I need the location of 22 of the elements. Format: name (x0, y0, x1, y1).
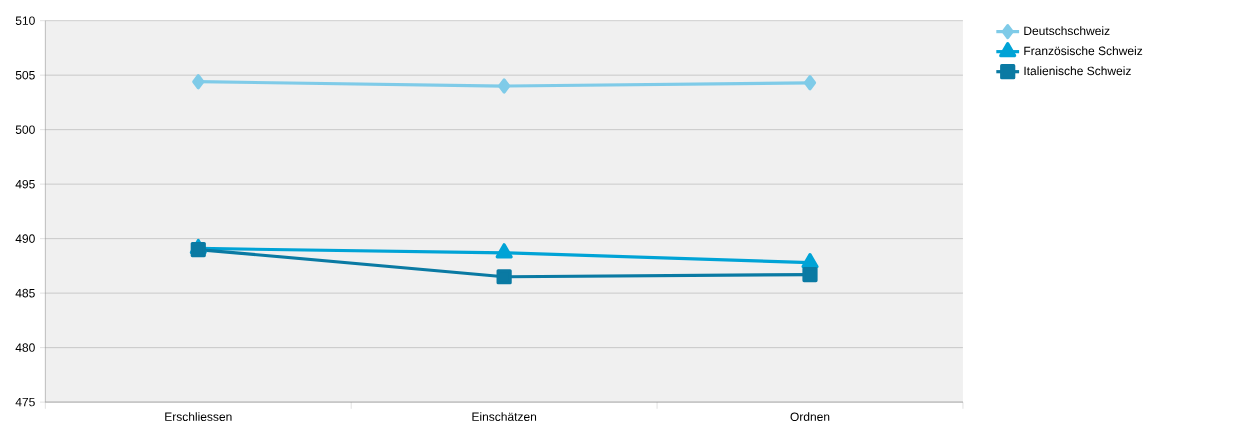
point (496, 269, 512, 285)
y-tick-label: 505 (15, 70, 35, 80)
y-tick-label: 490 (15, 234, 35, 243)
y-tick-label: 485 (15, 288, 35, 298)
legend-label: Deutschschweiz (1024, 26, 1110, 36)
point (498, 78, 511, 94)
point (192, 74, 205, 90)
point (802, 266, 818, 283)
point (495, 243, 513, 259)
legend-label: Französische Schweiz (1024, 46, 1143, 56)
y-tick-label: 510 (15, 16, 35, 25)
x-tick-label: Ordnen (790, 412, 830, 421)
y-tick-label: 480 (15, 343, 35, 352)
legend-label: Italienische Schweiz (1024, 66, 1131, 76)
y-tick-label: 475 (15, 397, 35, 407)
point (801, 252, 819, 269)
point (803, 75, 817, 91)
y-tick-label: 500 (15, 125, 35, 134)
x-tick-label: Erschliessen (165, 412, 232, 421)
y-tick-label: 495 (15, 179, 35, 189)
point (190, 241, 206, 258)
x-tick-label: Einschätzen (472, 412, 537, 421)
